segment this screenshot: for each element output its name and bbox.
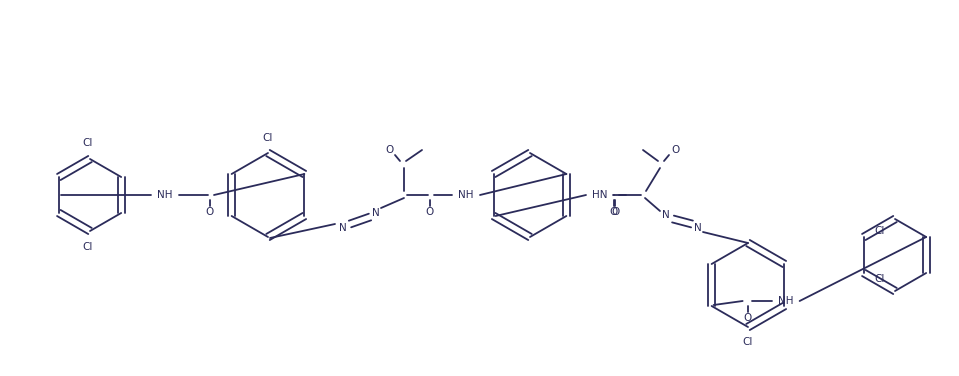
Text: Cl: Cl	[875, 226, 885, 236]
Text: NH: NH	[157, 190, 173, 200]
Text: O: O	[671, 145, 679, 155]
Text: O: O	[426, 207, 434, 217]
Text: N: N	[372, 208, 380, 218]
Text: Cl: Cl	[875, 274, 885, 284]
Text: O: O	[385, 145, 393, 155]
Text: O: O	[611, 207, 620, 217]
Text: N: N	[339, 223, 347, 233]
Text: N: N	[662, 210, 670, 220]
Text: HN: HN	[593, 190, 608, 200]
Text: Cl: Cl	[743, 337, 753, 347]
Text: NH: NH	[778, 296, 793, 306]
Text: Cl: Cl	[82, 242, 93, 252]
Text: O: O	[743, 313, 752, 323]
Text: Cl: Cl	[263, 133, 273, 143]
Text: NH: NH	[458, 190, 474, 200]
Text: Cl: Cl	[82, 138, 93, 148]
Text: N: N	[694, 223, 702, 233]
Text: O: O	[610, 207, 619, 217]
Text: O: O	[206, 207, 214, 217]
